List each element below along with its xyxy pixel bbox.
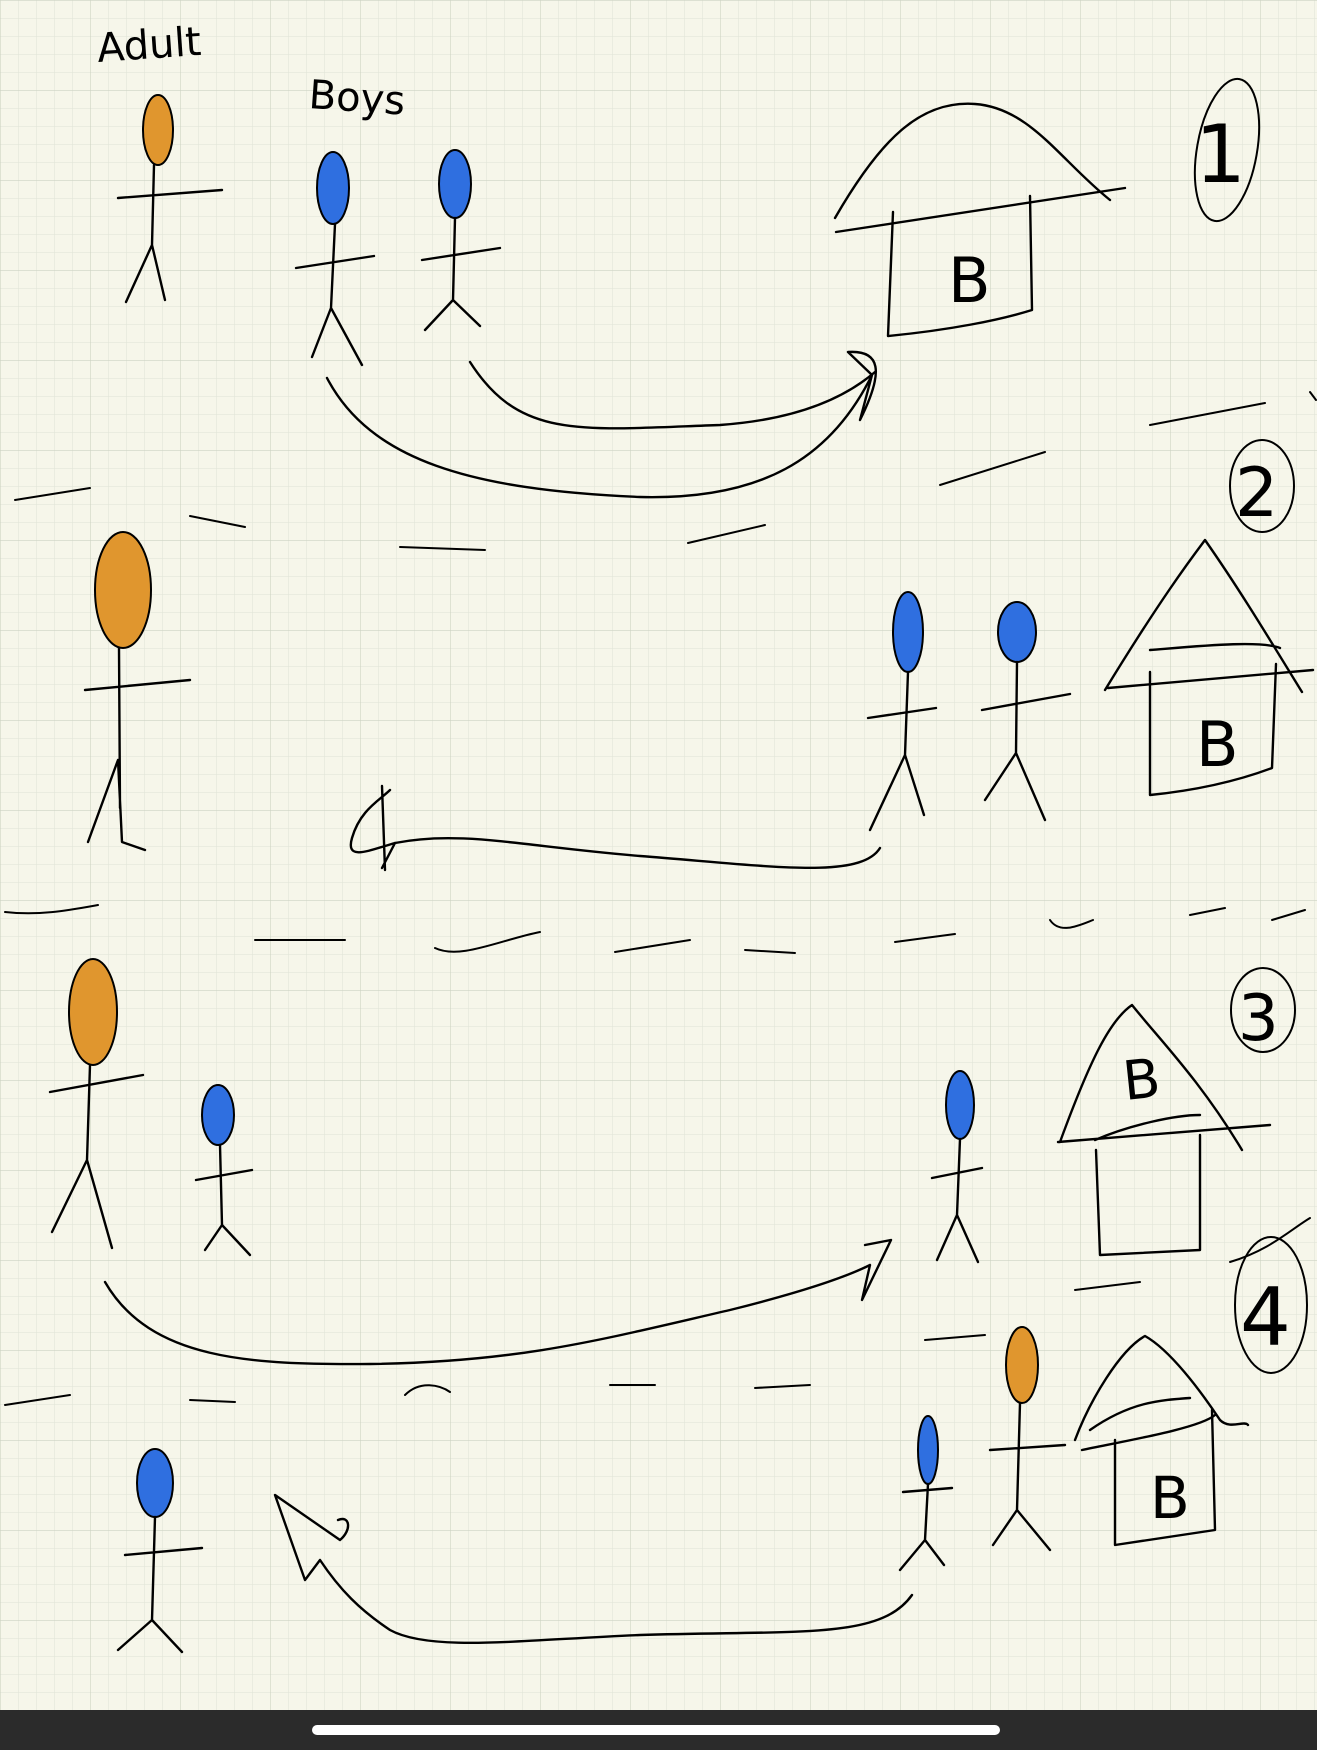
boy-figure: [866, 591, 938, 832]
boy-figure: [116, 1448, 204, 1654]
step-number-2: 2: [1229, 439, 1295, 533]
boy-figure: [980, 601, 1072, 822]
svg-text:4: 4: [1240, 1271, 1291, 1364]
boy-figure: [420, 149, 502, 332]
crossing-arrow: [103, 1238, 893, 1366]
return-arrow: [273, 1493, 914, 1644]
step-number-4: 4: [1234, 1236, 1308, 1374]
river-boundary: [14, 391, 1317, 551]
step-number-3: 3: [1230, 967, 1296, 1056]
house-icon: B: [1056, 1003, 1272, 1257]
home-indicator[interactable]: [312, 1725, 1000, 1735]
house-icon: B: [833, 102, 1127, 338]
house-icon: B: [1073, 1334, 1250, 1547]
svg-text:2: 2: [1235, 454, 1278, 533]
boy-figure: [898, 1415, 954, 1572]
scene-4: 4 B: [4, 1236, 1308, 1654]
adult-figure: [83, 531, 192, 852]
scene-3: B 3: [48, 958, 1311, 1366]
adult-figure: [988, 1326, 1067, 1552]
boys-label: Boys: [307, 72, 406, 125]
handwritten-note-canvas: Adult Boys B 1: [0, 0, 1317, 1710]
crossing-arrow: [468, 360, 877, 430]
return-arrow: [349, 784, 882, 872]
house-letter: B: [948, 244, 991, 317]
scene-2: B 2: [4, 439, 1315, 954]
house-letter: B: [1120, 1046, 1163, 1113]
svg-text:3: 3: [1238, 982, 1279, 1056]
adult-figure: [116, 94, 224, 304]
adult-figure: [48, 958, 145, 1250]
adult-label: Adult: [95, 19, 202, 72]
scene-1: B 1: [14, 77, 1317, 551]
house-letter: B: [1196, 708, 1239, 781]
boy-figure: [930, 1070, 984, 1264]
svg-text:1: 1: [1195, 108, 1246, 201]
river-boundary: [4, 904, 1306, 954]
crossing-arrow: [325, 350, 877, 499]
river-boundary: [4, 1384, 811, 1406]
grid-paper: [0, 0, 1317, 1710]
house-icon: B: [1103, 538, 1315, 797]
step-number-1: 1: [1193, 77, 1261, 223]
boy-figure: [294, 151, 376, 367]
river-boundary: [924, 1217, 1311, 1341]
house-letter: B: [1150, 1464, 1190, 1532]
boy-figure: [194, 1084, 254, 1257]
